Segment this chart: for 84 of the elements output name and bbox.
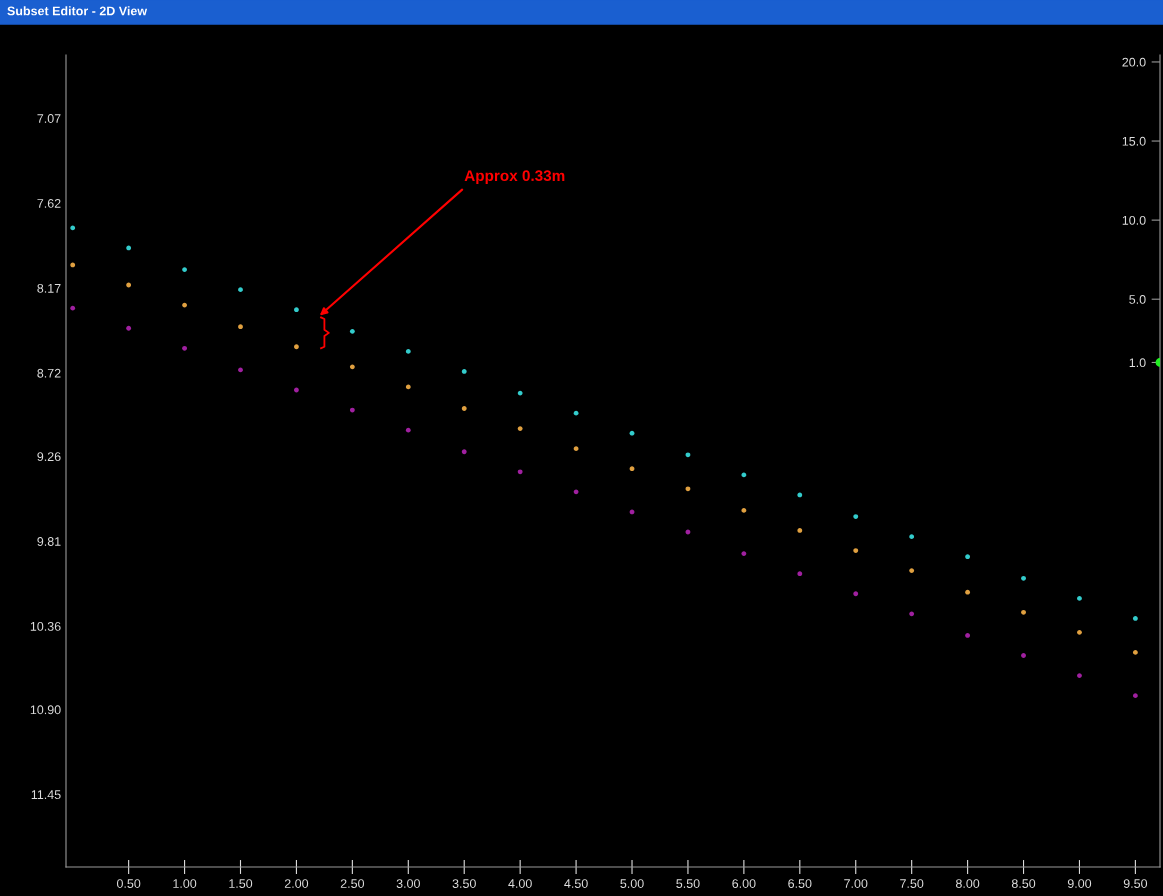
x-tick-label: 2.50 [340,879,365,888]
y-tick-label: 9.81 [37,537,61,546]
x-tick-label: 3.00 [396,879,420,888]
x-tick-label: 8.50 [1011,879,1036,888]
point [1021,653,1026,658]
point [461,406,467,411]
point [461,449,467,455]
y-tick-label: 11.45 [31,790,61,800]
x-tick-label: 6.50 [788,879,812,888]
point [517,469,523,475]
y-tick-label: 8.17 [37,283,61,293]
point [909,568,915,574]
point [1021,575,1026,581]
x-tick-label: 1.00 [173,879,197,888]
point [629,466,635,472]
y-tick-label: 7.62 [37,199,61,208]
y-tick-label: 8.72 [37,368,61,378]
point [349,328,355,334]
y-tick-label: 10.36 [30,621,61,631]
y-tick-label: 10.90 [30,705,61,715]
x-tick-label: 5.50 [676,879,700,888]
point [294,344,299,350]
x-tick-label: 6.00 [732,879,756,888]
x-tick-label: 9.00 [1067,879,1092,888]
point [853,514,859,519]
point [405,348,411,354]
point [405,384,411,390]
point [1132,650,1138,655]
x-tick-label: 7.00 [844,879,868,888]
y2-tick-label: 20.0 [1122,57,1146,67]
point [965,554,970,560]
point [909,611,915,617]
point [797,528,803,533]
point [909,534,915,540]
x-tick-label: 7.50 [900,879,924,888]
point [294,307,299,313]
x-tick-label: 4.50 [564,879,588,888]
y-tick-label: 9.26 [37,452,61,462]
point [126,325,132,331]
point [685,486,691,492]
point [1132,693,1138,699]
chart-title: Subset Editor - 2D View [7,6,148,16]
point [1077,595,1082,601]
point [965,589,970,595]
point [461,369,467,374]
point [573,446,579,452]
x-tick-label: 1.50 [229,879,253,888]
point [685,452,691,458]
point [1132,616,1138,621]
y2-tick-label: 15.0 [1122,136,1146,146]
point [741,507,747,513]
point [629,430,635,436]
point [797,571,803,577]
y-tick-label: 7.07 [37,114,61,123]
x-tick-label: 9.50 [1123,879,1148,888]
y2-tick-label: 1.0 [1129,358,1146,368]
point [517,426,523,431]
point [741,551,747,557]
point [797,492,803,498]
x-tick-label: 0.50 [116,879,141,888]
point [238,324,243,330]
point [182,345,187,351]
x-tick-label: 8.00 [955,879,980,888]
point [1021,609,1026,615]
point [70,262,76,268]
point [853,591,859,597]
y2-tick-label: 10.0 [1122,215,1146,225]
point [70,305,76,311]
point [349,407,355,413]
point [1077,673,1082,678]
point [405,427,411,433]
x-tick-label: 5.00 [620,879,644,888]
point [349,364,355,370]
point [182,267,187,272]
point [965,633,970,638]
x-tick-label: 4.00 [508,879,532,888]
y2-tick-label: 5.0 [1129,295,1146,304]
x-tick-label: 2.00 [284,879,309,888]
point [238,287,243,293]
annotation: Approx 0.33m [464,170,565,185]
x-tick-label: 3.50 [452,879,476,888]
point [1077,629,1082,635]
point [853,548,859,553]
point [70,225,76,231]
